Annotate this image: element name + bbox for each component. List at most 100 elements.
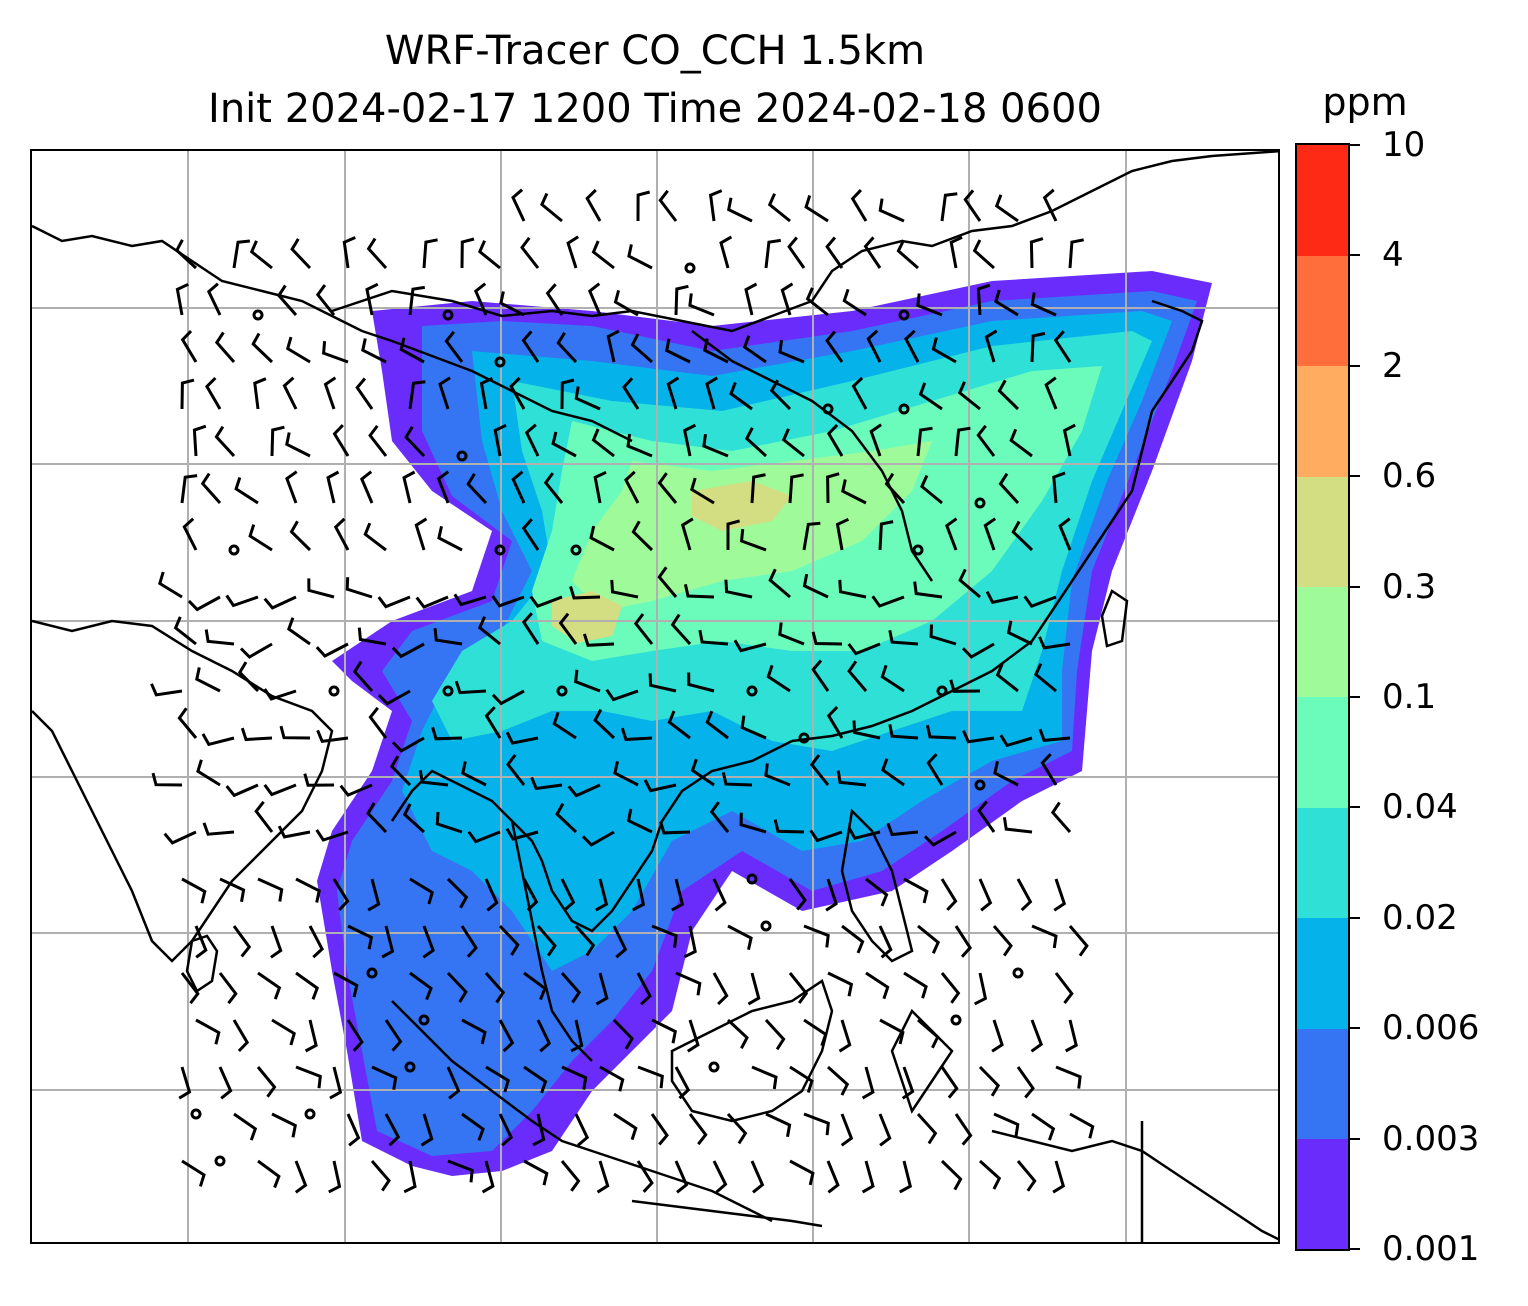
wind-barb (377, 689, 411, 706)
wind-barb (995, 663, 1019, 693)
wind-barb (447, 1159, 474, 1183)
wind-barb (253, 377, 267, 410)
wind-barb (1030, 1019, 1044, 1053)
wind-barb (315, 829, 349, 842)
colorbar-tick-label: 0.6 (1382, 456, 1437, 497)
wind-barb (683, 583, 715, 599)
wind-barb (630, 333, 653, 364)
wind-barb (825, 878, 838, 912)
colorbar-segment (1297, 586, 1348, 698)
borneo (670, 979, 834, 1123)
wind-barb (865, 877, 889, 907)
tracer-band-0.1 (572, 441, 932, 611)
wind-barb (285, 336, 311, 364)
wind-barb (1064, 1019, 1078, 1053)
wind-barb (289, 520, 312, 552)
wind-barb (940, 878, 958, 911)
wind-barb (657, 472, 678, 504)
wind-barb (766, 664, 791, 693)
wind-barb (422, 238, 438, 269)
wind-barb (532, 1113, 546, 1147)
wind-barb (333, 971, 359, 998)
wind-barb (180, 378, 195, 410)
wind-barb (931, 337, 957, 364)
colorbar-tick-label: 0.1 (1382, 677, 1437, 717)
wind-barb (196, 759, 221, 787)
sulawesi (890, 1008, 954, 1114)
wind-barb (263, 783, 297, 797)
wind-barb (825, 330, 844, 363)
wind-barb (886, 822, 919, 837)
wind-barb (940, 1159, 963, 1191)
wind-barb (587, 282, 602, 316)
calm-marker (404, 1061, 416, 1073)
wind-barb (997, 379, 1020, 411)
wind-barb (460, 925, 478, 958)
wind-barb (803, 1018, 828, 1047)
wind-barb (993, 1112, 1020, 1137)
wind-barb (920, 474, 943, 505)
calm-marker (684, 262, 696, 274)
wind-barb (1050, 801, 1072, 833)
colorbar-tick (1350, 254, 1360, 257)
wind-barb (339, 783, 373, 797)
wind-barb (878, 198, 905, 223)
wind-barb (605, 688, 639, 702)
wind-barb (308, 925, 324, 959)
wind-barb (1011, 520, 1034, 552)
colorbar-tick (1350, 364, 1360, 367)
wind-barb (332, 424, 350, 457)
tracer-concentration-field (317, 271, 1212, 1176)
wind-barb (626, 808, 653, 834)
wind-barb (606, 329, 620, 363)
wind-barb (466, 473, 488, 505)
wind-barb (1031, 924, 1058, 949)
wind-barb (719, 235, 733, 269)
wind-barb (365, 282, 379, 316)
calm-marker (974, 779, 986, 791)
wind-barb (180, 972, 200, 1005)
wind-barb (367, 878, 381, 912)
wind-barb (764, 763, 791, 787)
wind-barb (751, 1065, 778, 1090)
wind-barb (632, 878, 646, 912)
wind-barb (610, 579, 639, 599)
wind-barb (520, 236, 540, 269)
wind-barb (742, 335, 767, 364)
wind-barb (404, 426, 426, 458)
wind-barb (726, 1018, 749, 1050)
wind-barb (509, 376, 526, 410)
wind-barb (674, 1066, 691, 1100)
wind-barb (803, 924, 830, 948)
wind-barb (521, 330, 540, 363)
wind-barb (237, 661, 260, 693)
wind-barb (248, 524, 273, 552)
wind-barb (491, 689, 525, 706)
colorbar-tick-label: 4 (1382, 235, 1404, 276)
wind-barb (1016, 1160, 1037, 1192)
wind-barb (271, 1018, 296, 1046)
wind-barb (322, 340, 349, 364)
wind-barb (233, 1112, 258, 1141)
wind-barb (1052, 471, 1066, 504)
wind-barb (355, 377, 374, 410)
wind-barb (239, 642, 273, 659)
colorbar-tick-label: 0.02 (1382, 897, 1458, 938)
wind-barb (591, 428, 615, 458)
wind-barb (657, 566, 678, 598)
wind-barb (1034, 662, 1057, 693)
wind-barb (651, 924, 678, 948)
wind-barb (991, 1019, 1004, 1053)
wind-barb (551, 431, 577, 458)
wind-barb (688, 293, 715, 317)
wind-barb (994, 289, 1019, 317)
wind-barb (214, 331, 236, 363)
calm-marker (912, 544, 924, 556)
wind-barb (201, 733, 235, 747)
java (631, 1199, 823, 1228)
wind-barb (257, 877, 284, 902)
wind-barb (789, 1065, 814, 1093)
wind-barb (687, 672, 715, 693)
wind-barb (1053, 330, 1072, 363)
wind-barb (648, 673, 677, 693)
